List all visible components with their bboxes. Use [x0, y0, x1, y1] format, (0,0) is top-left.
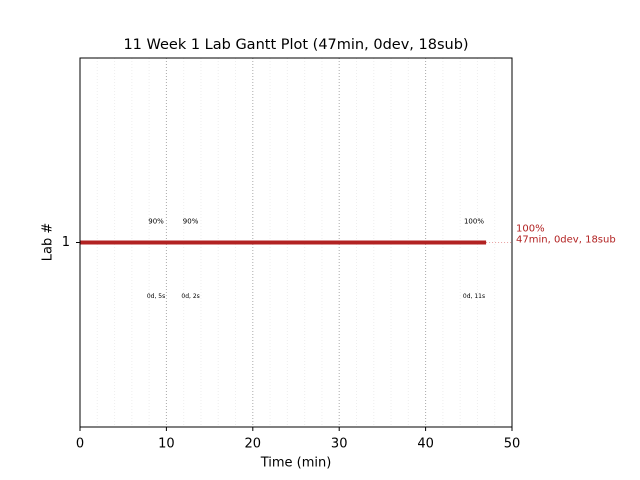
plot-frame [79, 57, 513, 428]
event-label: 0d, 2s [181, 293, 199, 300]
gantt-bar [80, 240, 487, 245]
y-tick-label: 1 [62, 235, 70, 250]
x-tick-label: 30 [331, 437, 348, 452]
event-label: 90% [148, 218, 164, 226]
bar-label: 100% [516, 224, 545, 235]
bar-label: 47min, 0dev, 18sub [516, 235, 616, 246]
x-axis-label: Time (min) [260, 456, 332, 471]
x-tick-label: 10 [158, 437, 175, 452]
x-tick-label: 0 [76, 437, 84, 452]
event-label: 0d, 11s [463, 293, 485, 300]
y-axis-label: Lab # [41, 223, 56, 262]
x-tick-label: 50 [504, 437, 521, 452]
chart-title: 11 Week 1 Lab Gantt Plot (47min, 0dev, 1… [123, 37, 468, 53]
event-label: 100% [464, 218, 484, 226]
x-tick-label: 20 [245, 437, 262, 452]
x-tick-label: 40 [417, 437, 434, 452]
event-label: 90% [183, 218, 199, 226]
event-label: 0d, 5s [147, 293, 165, 300]
